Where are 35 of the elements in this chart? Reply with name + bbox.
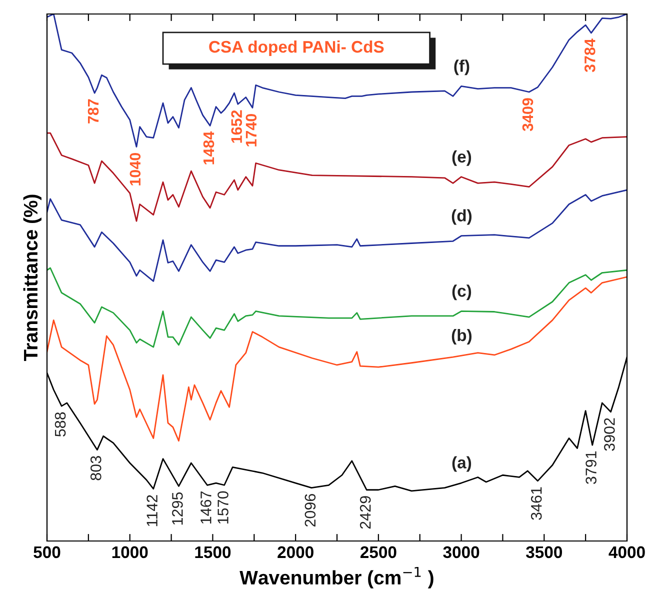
series-label: (b): [452, 328, 472, 344]
y-axis-title: Transmittance (%): [23, 194, 42, 362]
annotation: 1652: [231, 110, 242, 143]
series-label: (d): [452, 209, 472, 225]
x-tick-label: 2000: [278, 546, 314, 558]
text: CSA doped PANi- CdS: [209, 40, 384, 56]
annotation: 1484: [203, 131, 214, 164]
annotation: 1740: [246, 114, 257, 146]
annotation: 1570: [218, 491, 228, 524]
annotation: 803: [90, 456, 102, 480]
annotation: 588: [54, 412, 66, 437]
annotation: 3784: [584, 38, 596, 72]
annotation: 2429: [360, 496, 371, 529]
x-axis-title: Wavenumber (cm$^{−1}$ ): [240, 566, 434, 588]
series-label: (a): [452, 456, 472, 472]
annotation: 3791: [586, 451, 596, 484]
x-tick-label: 1000: [112, 546, 148, 558]
x-tick-label: 3500: [526, 546, 562, 558]
x-tick-label: 3000: [443, 546, 480, 558]
series-label: (f): [454, 60, 470, 76]
annotation: 3461: [530, 487, 542, 520]
annotation: 1040: [130, 152, 141, 186]
annotation: 3409: [522, 98, 534, 132]
x-tick-label: 2500: [360, 546, 396, 558]
annotation: 3902: [604, 418, 615, 451]
series-label: (e): [452, 150, 472, 166]
x-tick-label: 4000: [608, 546, 645, 558]
annotation: 2096: [304, 494, 316, 527]
annotation: 787: [88, 99, 99, 124]
annotation: 1467: [200, 491, 212, 524]
x-tick-label: 1500: [195, 546, 231, 558]
annotation: 1295: [172, 492, 183, 525]
x-tick-label: 500: [34, 546, 60, 558]
annotation: 1142: [146, 495, 158, 526]
series-label: (c): [452, 284, 472, 300]
